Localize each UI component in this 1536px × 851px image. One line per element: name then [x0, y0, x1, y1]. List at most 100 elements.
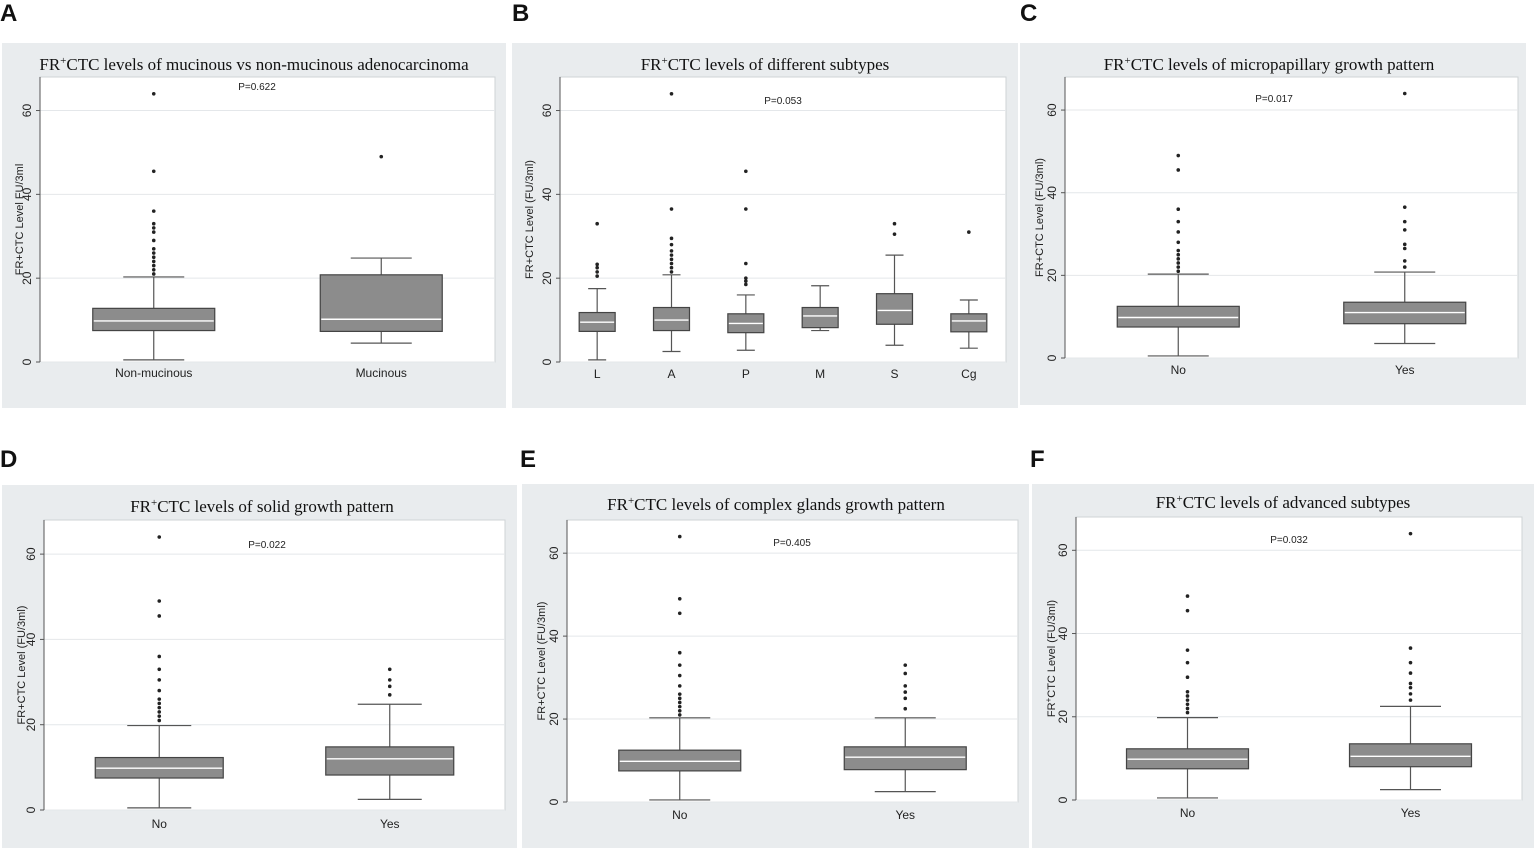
outlier-point — [1402, 91, 1407, 96]
outlier-point — [744, 169, 748, 174]
outlier-point — [744, 279, 748, 283]
y-tick-label: 40 — [1056, 627, 1070, 641]
y-tick-label: 20 — [540, 271, 554, 285]
p-value: P=0.622 — [238, 82, 276, 93]
outlier-point — [1185, 594, 1190, 598]
box-no — [94, 535, 224, 809]
outlier-point — [1408, 698, 1413, 702]
outlier-point — [669, 207, 674, 211]
box-s — [875, 221, 914, 346]
box-no — [1116, 153, 1240, 357]
p-value: P=0.017 — [1255, 94, 1293, 105]
x-tick-label: No — [1180, 806, 1196, 820]
outlier-point — [903, 690, 908, 694]
outlier-point — [903, 684, 908, 688]
outlier-point — [595, 221, 599, 226]
x-tick-label: M — [815, 367, 825, 381]
iqr-box — [92, 307, 216, 332]
y-tick-label: 20 — [1045, 268, 1059, 282]
iqr-box — [652, 306, 691, 332]
outlier-point — [151, 267, 156, 272]
outlier-point — [1408, 692, 1413, 696]
x-tick-label: P — [742, 367, 750, 381]
outlier-point — [157, 599, 162, 603]
outlier-point — [1408, 660, 1413, 665]
outlier-point — [677, 534, 682, 539]
outlier-point — [151, 238, 156, 243]
outlier-point — [157, 701, 162, 706]
outlier-point — [744, 276, 748, 280]
outlier-point — [1185, 689, 1190, 694]
outlier-point — [151, 255, 156, 260]
x-tick-label: Mucinous — [356, 366, 407, 380]
box-yes — [325, 667, 455, 800]
outlier-point — [595, 262, 599, 267]
panel-letter-a: A — [0, 0, 18, 27]
outlier-point — [1408, 681, 1413, 686]
outlier-point — [669, 236, 674, 241]
outlier-point — [1176, 207, 1181, 212]
y-tick-label: 20 — [1056, 710, 1070, 724]
outlier-point — [669, 261, 674, 266]
box-mucinous — [319, 154, 443, 344]
outlier-point — [1176, 252, 1181, 257]
y-axis-label: FR+CTC Level (FU/3ml) — [16, 606, 28, 725]
outlier-point — [157, 678, 162, 682]
y-tick-label: 60 — [20, 104, 34, 118]
outlier-point — [157, 710, 162, 714]
outlier-point — [1185, 710, 1190, 715]
x-tick-label: Yes — [1401, 806, 1421, 820]
iqr-box — [319, 274, 443, 333]
outlier-point — [1402, 219, 1407, 224]
outlier-point — [151, 169, 156, 174]
outlier-point — [669, 242, 674, 247]
box-no — [1125, 594, 1250, 799]
outlier-point — [1402, 205, 1407, 209]
outlier-point — [1176, 230, 1181, 234]
outlier-point — [1176, 257, 1181, 261]
outlier-point — [1185, 608, 1190, 613]
iqr-box — [1116, 305, 1240, 328]
y-tick-label: 0 — [540, 358, 554, 365]
outlier-point — [157, 714, 162, 718]
y-tick-label: 20 — [547, 712, 561, 726]
x-tick-label: Cg — [961, 367, 976, 381]
outlier-point — [669, 253, 674, 257]
x-tick-label: Yes — [1395, 363, 1415, 377]
outlier-point — [1176, 240, 1181, 245]
outlier-point — [387, 667, 392, 672]
outlier-point — [1176, 265, 1181, 269]
outlier-point — [677, 650, 682, 655]
outlier-point — [1185, 675, 1190, 680]
box-no — [618, 534, 742, 801]
y-axis-label: FR+CTC Level FU/3ml — [14, 164, 26, 276]
outlier-point — [595, 274, 599, 278]
chart-title: FR+CTC levels of complex glands growth p… — [607, 495, 945, 514]
outlier-point — [595, 265, 599, 270]
y-tick-label: 0 — [24, 806, 38, 813]
outlier-point — [669, 91, 674, 96]
iqr-box — [950, 313, 988, 333]
outlier-point — [1402, 259, 1407, 263]
outlier-point — [151, 272, 156, 276]
p-value: P=0.405 — [773, 538, 811, 549]
chart-title: FR+CTC levels of solid growth pattern — [130, 497, 394, 516]
outlier-point — [677, 663, 682, 667]
panel-letter-c: C — [1020, 0, 1038, 27]
panel-letter-d: D — [0, 446, 18, 473]
p-value: P=0.053 — [764, 96, 802, 107]
outlier-point — [151, 263, 156, 268]
x-tick-label: L — [594, 367, 601, 381]
outlier-point — [1402, 265, 1407, 269]
outlier-point — [157, 614, 162, 618]
y-tick-label: 0 — [20, 358, 34, 365]
panel-letter-e: E — [520, 446, 537, 473]
box-a — [652, 91, 691, 353]
outlier-point — [1185, 660, 1190, 665]
outlier-point — [1176, 168, 1181, 172]
y-tick-label: 40 — [547, 629, 561, 643]
outlier-point — [669, 265, 674, 270]
